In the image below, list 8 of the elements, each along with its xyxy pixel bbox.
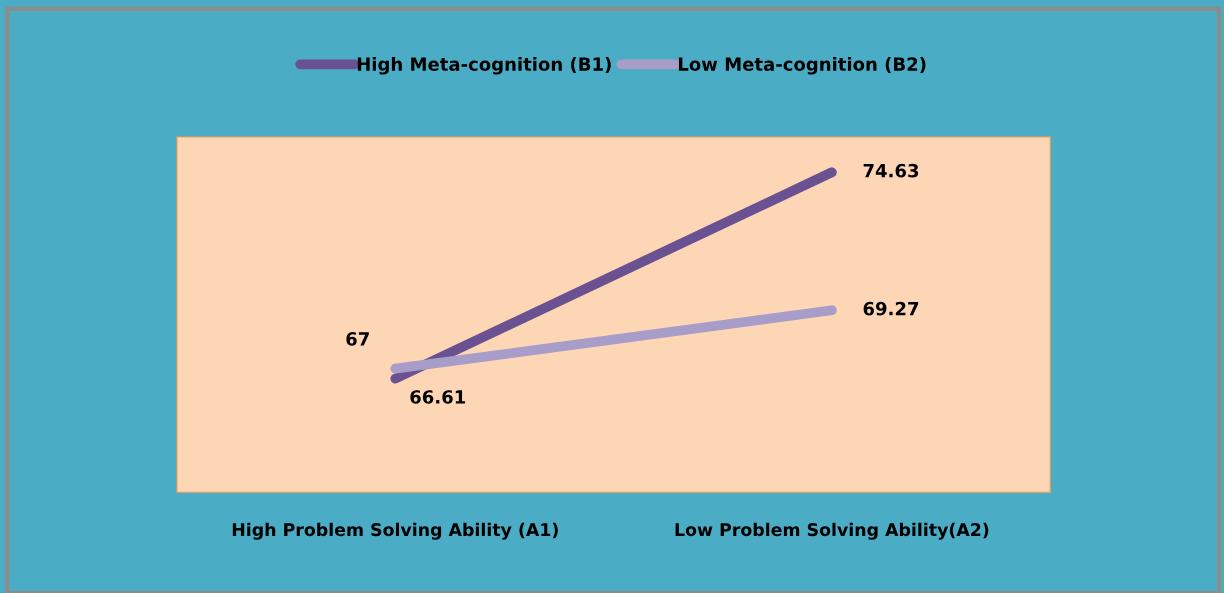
data-label: 74.63 — [863, 163, 919, 178]
data-label: 69.27 — [863, 301, 919, 316]
legend-label: Low Meta-cognition (B2) — [678, 56, 926, 75]
x-tick-label: Low Problem Solving Ability(A2) — [675, 522, 989, 540]
x-tick-label: High Problem Solving Ability (A1) — [232, 522, 558, 540]
data-label: 67 — [346, 332, 369, 346]
legend-label: High Meta-cognition (B1) — [357, 56, 611, 75]
data-label: 66.61 — [410, 390, 466, 404]
